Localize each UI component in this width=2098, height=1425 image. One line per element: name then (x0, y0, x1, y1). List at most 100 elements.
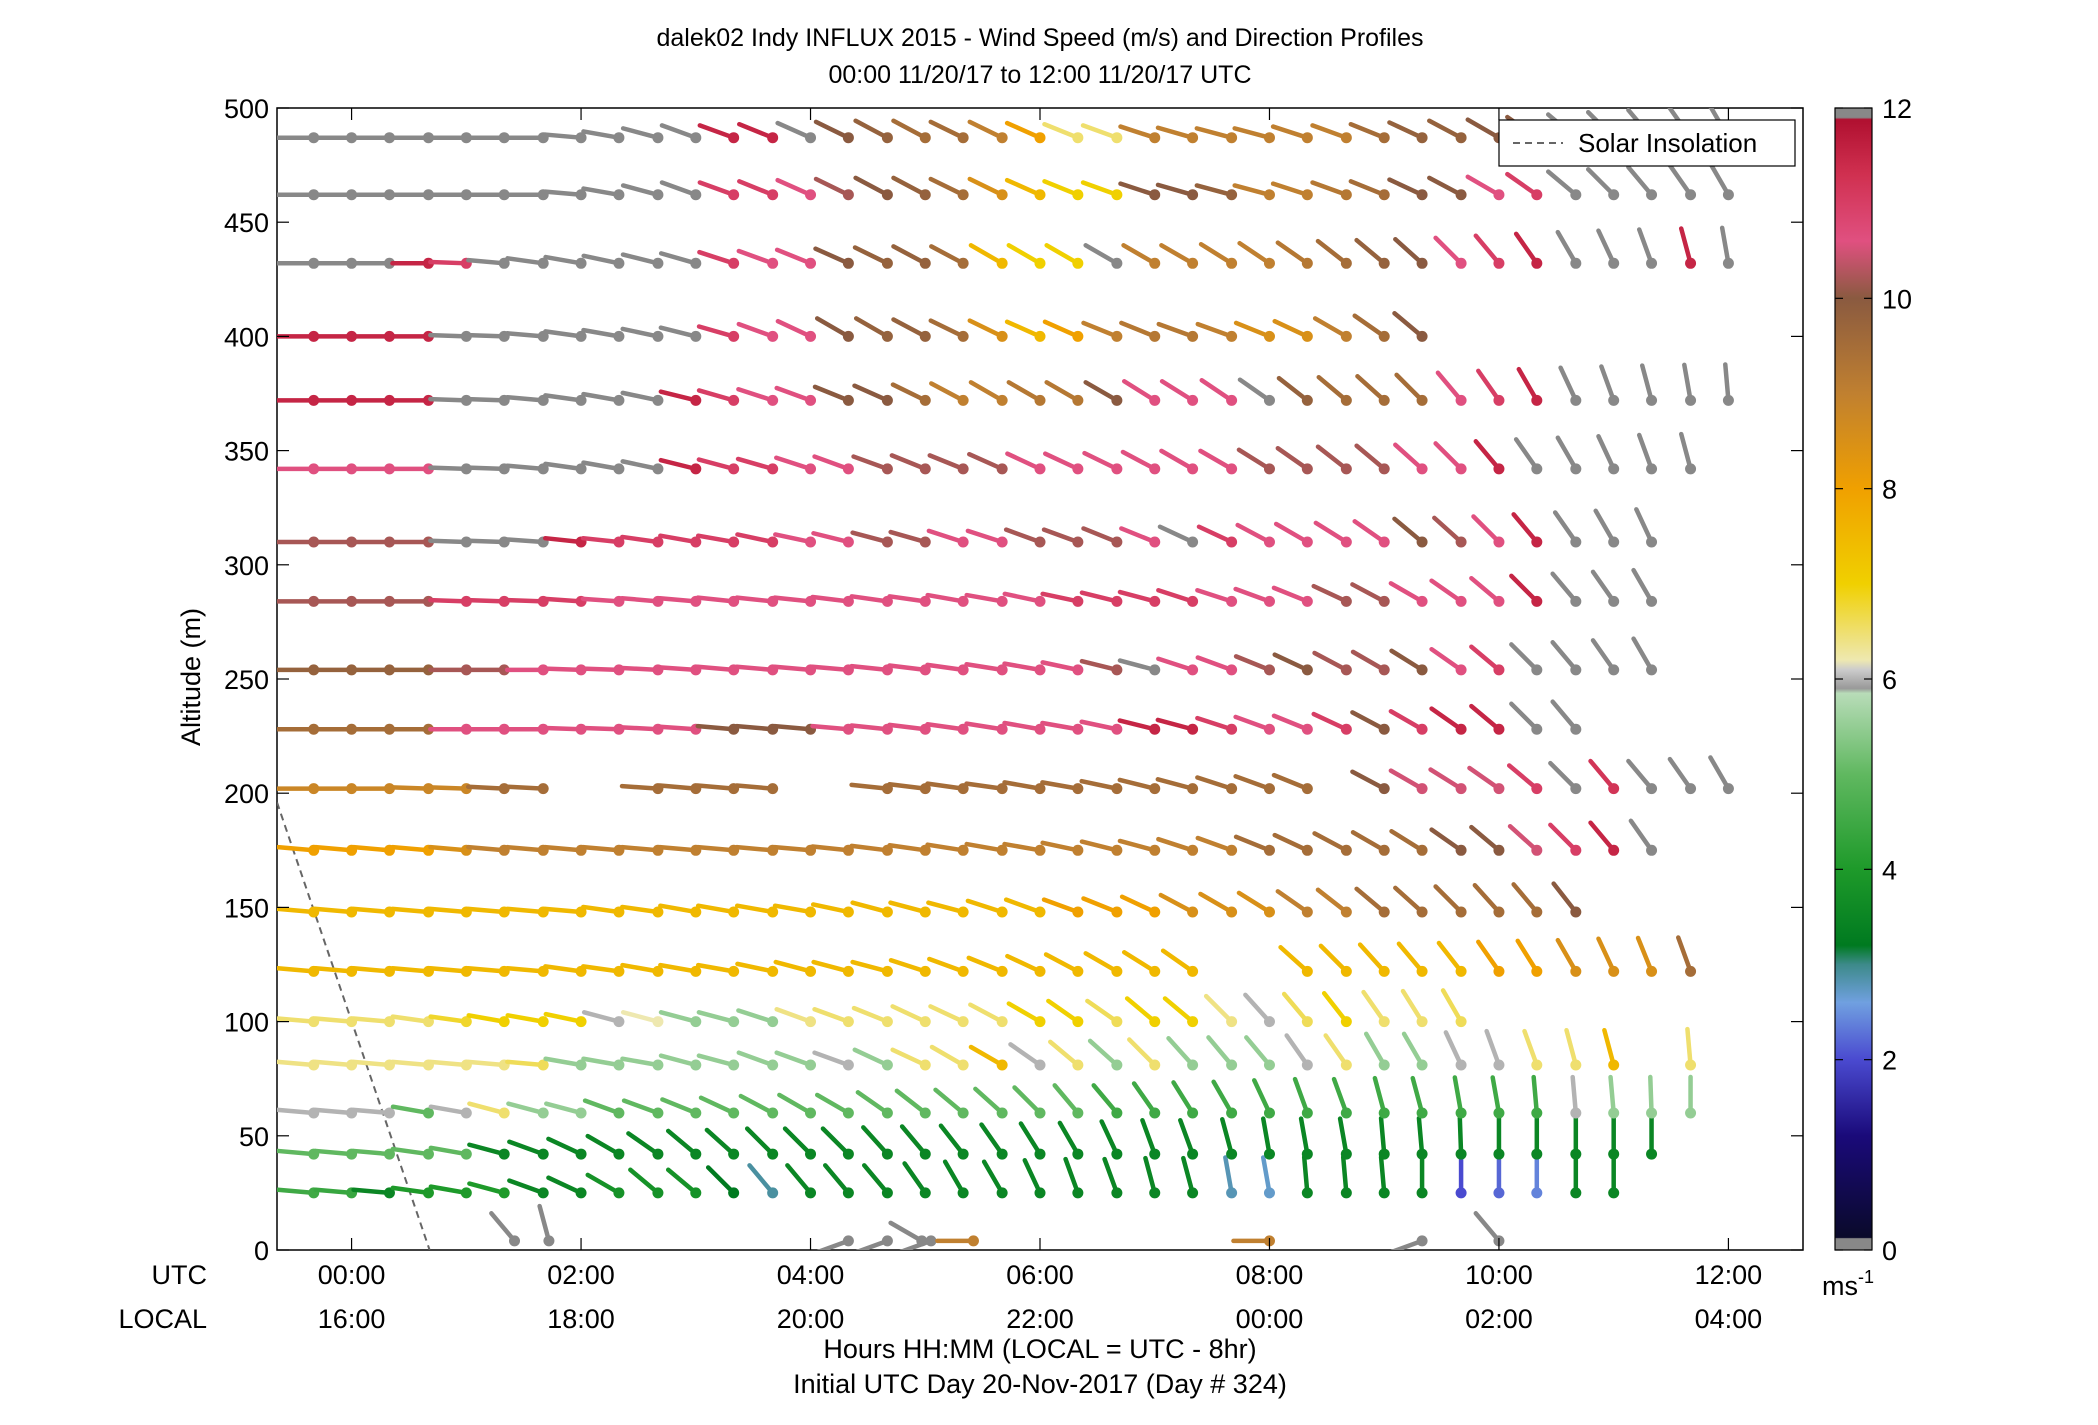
wind-barb (1429, 706, 1464, 732)
wind-barb (747, 1163, 775, 1196)
wind-barb (926, 528, 966, 545)
wind-barb (542, 189, 584, 198)
wind-barb (814, 1092, 851, 1116)
wind-barb-dot (767, 965, 779, 977)
wind-barb (1220, 1117, 1234, 1157)
wind-barb (465, 396, 507, 403)
wind-barb-dot (1608, 257, 1620, 269)
wind-barb-dot (996, 1148, 1008, 1160)
wind-barb (543, 254, 584, 266)
wind-barb-dot (1072, 1107, 1084, 1119)
wind-barb-dot (1646, 463, 1658, 475)
wind-barb-dot (728, 1187, 740, 1199)
wind-barb-dot (1149, 536, 1161, 548)
wind-barb-dot (1263, 664, 1275, 676)
wind-barb-dot (996, 965, 1008, 977)
wind-barb (658, 389, 699, 403)
wind-barb-dot (1301, 536, 1313, 548)
wind-barb (1102, 1156, 1120, 1196)
wind-barb-dot (1149, 1059, 1161, 1071)
wind-barb (736, 386, 775, 403)
wind-barb (1002, 841, 1043, 853)
wind-barb (1040, 720, 1081, 732)
wind-barb (1237, 240, 1272, 266)
wind-barb (1429, 646, 1464, 673)
wind-barb (1083, 243, 1120, 266)
wind-barb-dot (957, 132, 969, 144)
wind-barb-dot (1301, 1107, 1313, 1119)
wind-barb (1003, 897, 1043, 915)
wind-barb-dot (1149, 965, 1161, 977)
wind-barb-dot (767, 1016, 779, 1028)
wind-barb (734, 595, 775, 604)
wind-barb-dot (1149, 1016, 1161, 1028)
wind-barb (1311, 583, 1349, 604)
wind-barb (1233, 320, 1272, 339)
wind-barb-dot (957, 595, 969, 607)
wind-barb (705, 1165, 736, 1196)
wind-barb (812, 384, 851, 403)
wind-barb (313, 1148, 354, 1157)
wind-barb-dot (957, 965, 969, 977)
wind-barb-dot (1340, 1016, 1352, 1028)
wind-barb (505, 1013, 546, 1024)
wind-barb (890, 1004, 928, 1024)
wind-barb (1143, 1155, 1157, 1196)
wind-barb (428, 396, 469, 403)
wind-barb (925, 781, 966, 791)
x-tick-label-local: 02:00 (1465, 1304, 1533, 1334)
wind-barb-dot (919, 1187, 931, 1199)
wind-barb (1155, 182, 1195, 198)
wind-barb-dot (575, 1148, 587, 1160)
wind-barb-dot (1340, 189, 1352, 201)
wind-barb (1513, 437, 1540, 472)
wind-barb (695, 723, 736, 732)
wind-barb-dot (1493, 463, 1505, 475)
wind-barb-dot (1187, 664, 1199, 676)
wind-barb-dot (1455, 463, 1467, 475)
wind-barb-dot (1301, 132, 1313, 144)
wind-barb-dot (996, 906, 1008, 918)
wind-barb (466, 906, 507, 915)
wind-barb (543, 329, 584, 339)
wind-barb-dot (957, 330, 969, 342)
wind-barb-dot (996, 330, 1008, 342)
wind-barb-dot (1034, 394, 1046, 406)
wind-barb-dot (383, 723, 395, 735)
wind-barb (734, 664, 775, 673)
wind-barb (505, 537, 546, 545)
wind-barb (1057, 1120, 1081, 1157)
chart-subtitle: 00:00 11/20/17 to 12:00 11/20/17 UTC (829, 61, 1252, 89)
wind-barb-dot (1608, 1148, 1620, 1160)
wind-barb (890, 382, 928, 403)
wind-barb (1099, 1119, 1120, 1157)
colorbar-tick-label: 8 (1882, 475, 1897, 505)
wind-barb-dot (1722, 394, 1734, 406)
wind-barb-dot (383, 330, 395, 342)
wind-barb (849, 843, 890, 853)
wind-barb (1041, 527, 1081, 545)
wind-barb (1271, 772, 1310, 791)
wind-barb-dot (1722, 189, 1734, 201)
wind-barb (1081, 320, 1120, 339)
wind-barb-dot (1493, 189, 1505, 201)
wind-barb (887, 843, 928, 853)
wind-barb-dot (1531, 463, 1543, 475)
wind-barb (1223, 1155, 1234, 1196)
wind-barb (657, 724, 699, 732)
wind-barb (1271, 713, 1310, 732)
wind-barb-dot (613, 1107, 625, 1119)
wind-barb-dot (1685, 463, 1697, 475)
wind-barb (1081, 526, 1120, 545)
wind-barb-dot (1531, 257, 1543, 269)
wind-barb (580, 725, 622, 732)
wind-barb (542, 906, 584, 915)
wind-barb (277, 1148, 316, 1157)
wind-barb-dot (652, 132, 664, 144)
wind-barb (1156, 587, 1195, 604)
wind-barb-dot (575, 189, 587, 201)
wind-barb-dot (383, 1148, 395, 1160)
wind-barb (546, 1175, 584, 1196)
wind-barb-dot (1455, 1187, 1467, 1199)
wind-barb-dot (881, 330, 893, 342)
